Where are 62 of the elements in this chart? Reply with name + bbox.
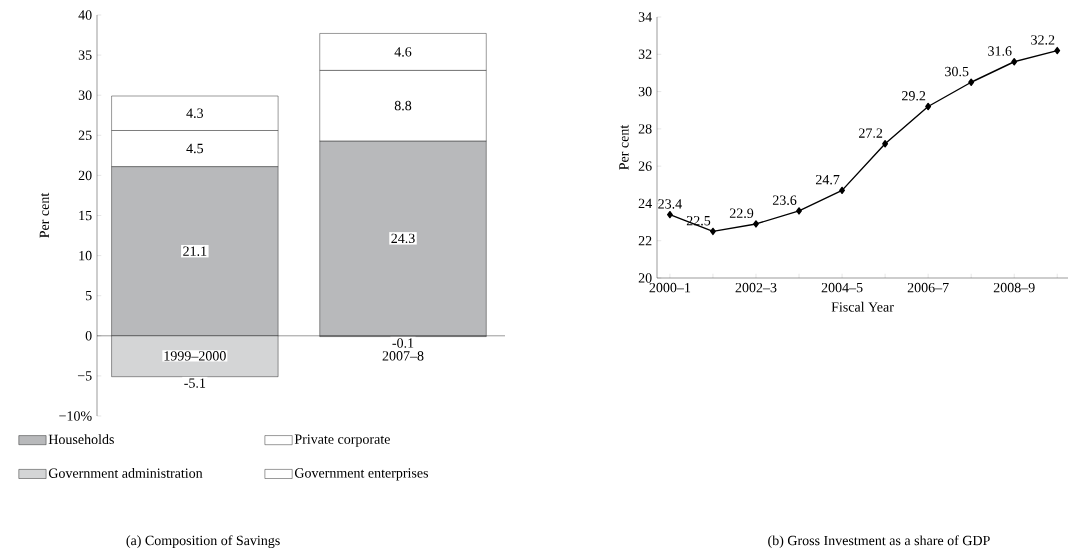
point [925,102,932,111]
data-label: -0.1 [392,338,414,348]
data-label: 27.2 [859,128,883,138]
x-tick-label: 2006–7 [907,282,949,293]
legend-label: Government administration [48,468,203,478]
y-tick-label: −5 [77,371,92,381]
point [753,220,759,228]
data-label: 21.1 [183,246,207,256]
data-label: 4.3 [186,108,204,118]
x-axis-title: Fiscal Year [831,301,894,312]
y-axis-title: Per cent [619,124,629,170]
point [1011,58,1018,66]
x-tick-label: 2007–8 [382,351,424,361]
y-tick-label: 10 [79,250,92,261]
y-tick-label: 32 [638,49,652,59]
point [796,207,802,215]
y-tick-label: 30 [638,86,652,97]
legend-label: Private corporate [294,434,390,447]
data-label: 31.6 [988,46,1012,56]
x-tick-label: 1999–2000 [164,351,226,361]
x-tick-label: 2000–1 [649,282,691,293]
y-tick-label: 40 [78,10,92,20]
text: (a) Composition of Savings [126,535,280,549]
data-label: 22.9 [729,208,754,219]
y-tick-label: 0 [85,331,92,341]
y-tick-label: −10% [59,411,92,421]
y-tick-label: 20 [78,170,92,181]
data-label: 22.5 [686,216,711,226]
y-tick-label: 28 [638,124,652,134]
point [968,78,975,86]
y-tick-label: 25 [78,130,92,141]
data-label: 8.8 [394,100,412,111]
point [666,210,673,219]
data-label: -5.1 [184,378,206,388]
data-label: 23.4 [658,199,682,209]
y-tick-label: 22 [638,236,652,246]
y-tick-label: 24 [638,198,652,209]
data-label: 29.2 [902,91,926,101]
y-tick-label: 35 [78,50,92,60]
y-tick-label: 20 [638,273,652,283]
data-label: 30.5 [945,66,969,77]
x-tick-label: 2002–3 [735,282,777,293]
y-tick-label: 15 [79,210,92,221]
legend-label: Households [48,434,114,445]
data-label: 4.6 [394,47,412,57]
data-label: 24.7 [815,174,840,185]
x-tick-label: 2008–9 [993,282,1035,293]
y-tick-label: 30 [78,90,92,100]
point [882,140,889,148]
y-tick-label: 26 [638,161,652,171]
data-label: 24.3 [391,233,415,244]
point [839,186,846,195]
point [1054,46,1061,55]
y-tick-label: 34 [638,12,652,22]
text: (b) Gross Investment as a share of GDP [768,535,990,549]
y-tick-label: 5 [85,291,92,301]
data-label: 23.6 [772,195,797,205]
data-label: 4.5 [186,143,204,154]
data-label: 32.2 [1031,35,1055,45]
legend-label: Government enterprises [294,468,429,481]
y-axis-title: Per cent [39,192,50,238]
x-tick-label: 2004–5 [821,282,863,293]
